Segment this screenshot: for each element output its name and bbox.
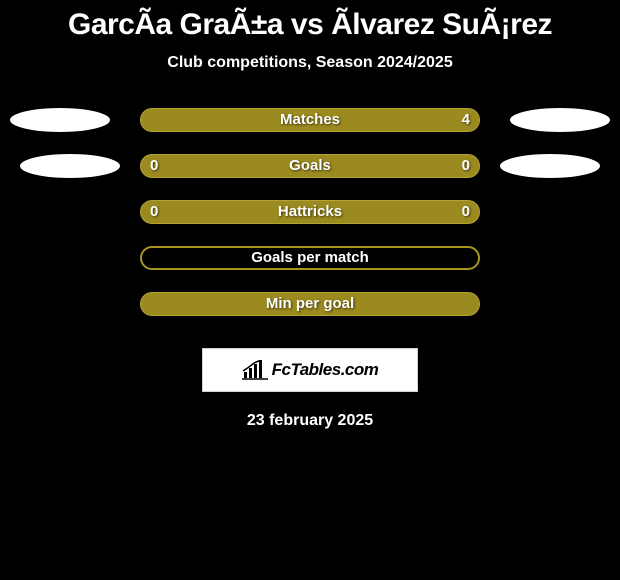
stat-bar — [140, 108, 480, 132]
stat-row: Hattricks00 — [0, 200, 620, 246]
logo-box: FcTables.com — [202, 348, 418, 392]
stat-bar — [140, 154, 480, 178]
stat-rows: Matches4Goals00Hattricks00Goals per matc… — [0, 108, 620, 338]
stat-row: Goals00 — [0, 154, 620, 200]
stat-value-left: 0 — [150, 154, 158, 178]
player-right-ellipse — [500, 154, 600, 178]
page-title: GarcÃ­a GraÃ±a vs Ãlvarez SuÃ¡rez — [0, 8, 620, 42]
infographic-container: GarcÃ­a GraÃ±a vs Ãlvarez SuÃ¡rez Club c… — [0, 0, 620, 430]
player-right-ellipse — [510, 108, 610, 132]
page-subtitle: Club competitions, Season 2024/2025 — [0, 54, 620, 72]
stat-row: Matches4 — [0, 108, 620, 154]
stat-value-right: 4 — [462, 108, 470, 132]
logo-inner: FcTables.com — [242, 360, 379, 380]
logo-text: FcTables.com — [272, 360, 379, 380]
stat-value-left: 0 — [150, 200, 158, 224]
stat-bar — [140, 200, 480, 224]
player-left-ellipse — [20, 154, 120, 178]
stat-bar — [140, 246, 480, 270]
player-left-ellipse — [10, 108, 110, 132]
date-text: 23 february 2025 — [0, 412, 620, 430]
stat-value-right: 0 — [462, 154, 470, 178]
stat-row: Goals per match — [0, 246, 620, 292]
stat-value-right: 0 — [462, 200, 470, 224]
stat-row: Min per goal — [0, 292, 620, 338]
stat-bar — [140, 292, 480, 316]
barchart-icon — [242, 360, 268, 380]
